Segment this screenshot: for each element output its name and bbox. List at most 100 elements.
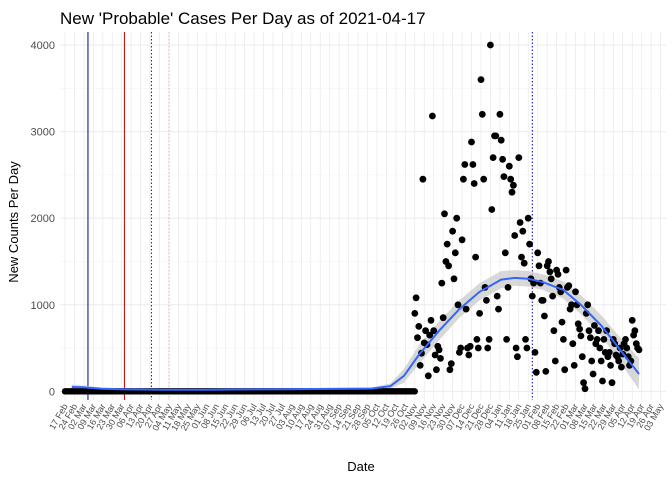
y-tick-label: 3000 bbox=[31, 127, 55, 139]
data-point bbox=[528, 292, 536, 300]
data-point bbox=[584, 301, 592, 309]
zero-point bbox=[411, 388, 418, 395]
data-point bbox=[414, 334, 421, 342]
smooth-curve bbox=[71, 276, 640, 391]
data-point bbox=[585, 327, 593, 335]
data-point bbox=[628, 316, 636, 324]
data-point bbox=[411, 310, 419, 317]
data-point bbox=[489, 154, 497, 162]
data-point bbox=[501, 249, 509, 257]
data-point bbox=[438, 279, 446, 287]
data-point bbox=[526, 240, 533, 248]
data-point bbox=[472, 253, 479, 261]
chart-title: New 'Probable' Cases Per Day as of 2021-… bbox=[60, 9, 426, 28]
data-point bbox=[516, 219, 524, 226]
data-point bbox=[570, 362, 578, 369]
y-tick-label: 1000 bbox=[31, 300, 55, 312]
data-point bbox=[519, 227, 527, 235]
data-point bbox=[462, 305, 470, 313]
data-point bbox=[554, 271, 562, 278]
data-point bbox=[505, 162, 513, 170]
data-point bbox=[523, 344, 531, 352]
data-point bbox=[561, 366, 569, 374]
data-point bbox=[465, 351, 473, 359]
smooth-line bbox=[71, 276, 640, 391]
data-point bbox=[412, 294, 420, 302]
data-point bbox=[503, 336, 510, 343]
data-point bbox=[600, 336, 608, 343]
data-point bbox=[453, 214, 461, 222]
data-point bbox=[477, 76, 485, 83]
data-point bbox=[441, 210, 448, 218]
data-point bbox=[551, 357, 559, 365]
data-point bbox=[466, 342, 474, 350]
data-point bbox=[607, 362, 614, 369]
data-point bbox=[488, 206, 496, 213]
data-point bbox=[549, 292, 556, 300]
data-point bbox=[487, 41, 494, 49]
data-point bbox=[424, 372, 432, 380]
data-point bbox=[560, 336, 567, 343]
data-point bbox=[422, 327, 429, 335]
data-point bbox=[480, 175, 488, 183]
data-point bbox=[483, 297, 490, 304]
data-point bbox=[426, 331, 434, 339]
data-point bbox=[419, 175, 427, 183]
data-point bbox=[497, 136, 505, 144]
data-point bbox=[581, 385, 589, 393]
y-tick-label: 2000 bbox=[31, 213, 55, 225]
data-point bbox=[446, 366, 454, 374]
data-point bbox=[510, 181, 517, 189]
data-point bbox=[524, 214, 532, 222]
data-point bbox=[476, 310, 483, 317]
data-point bbox=[499, 155, 506, 163]
data-point bbox=[546, 268, 554, 276]
data-point bbox=[511, 232, 519, 239]
data-point bbox=[507, 175, 515, 183]
data-point bbox=[493, 292, 501, 300]
data-point bbox=[545, 258, 552, 265]
data-point bbox=[496, 110, 504, 118]
data-point bbox=[547, 275, 555, 283]
data-point bbox=[433, 366, 440, 374]
data-point bbox=[443, 240, 451, 248]
data-point bbox=[431, 351, 439, 359]
data-point bbox=[522, 336, 529, 343]
data-point bbox=[429, 112, 436, 120]
y-axis-ticks: 0 1000 2000 3000 4000 bbox=[31, 40, 55, 398]
y-tick-label: 4000 bbox=[31, 40, 55, 52]
data-point bbox=[550, 327, 558, 335]
data-point bbox=[622, 336, 629, 343]
data-point bbox=[618, 363, 625, 371]
data-point bbox=[580, 379, 587, 387]
data-point bbox=[439, 314, 447, 322]
data-point bbox=[492, 132, 500, 140]
data-point bbox=[591, 322, 598, 329]
data-point bbox=[535, 262, 543, 270]
data-point bbox=[430, 327, 438, 335]
data-point bbox=[597, 357, 605, 365]
data-point bbox=[437, 355, 444, 362]
data-point bbox=[576, 325, 583, 333]
data-point bbox=[623, 344, 631, 352]
data-point bbox=[605, 349, 613, 356]
data-point bbox=[558, 318, 566, 326]
data-point bbox=[608, 379, 616, 387]
data-point bbox=[450, 275, 458, 283]
data-point bbox=[515, 154, 523, 162]
data-point bbox=[485, 336, 493, 343]
data-point bbox=[427, 316, 435, 324]
data-point bbox=[593, 336, 601, 343]
data-point bbox=[445, 262, 452, 270]
data-point bbox=[468, 138, 475, 146]
data-point bbox=[473, 336, 481, 343]
data-point bbox=[508, 188, 516, 196]
data-point bbox=[454, 301, 462, 309]
data-point bbox=[416, 362, 424, 369]
data-point bbox=[635, 346, 643, 354]
data-point bbox=[474, 344, 482, 352]
reference-lines bbox=[87, 32, 533, 400]
data-point bbox=[478, 110, 486, 118]
data-point bbox=[447, 360, 455, 367]
